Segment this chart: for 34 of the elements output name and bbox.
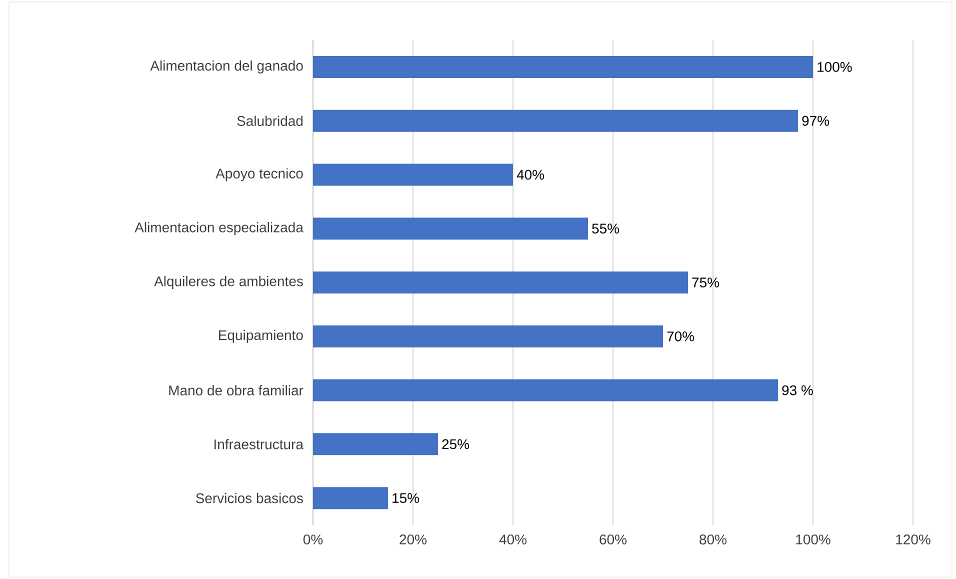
y-tick-label: Infraestructura xyxy=(214,439,304,450)
x-tick-label: 60% xyxy=(600,534,627,544)
bar xyxy=(313,218,588,240)
x-tick-label: 80% xyxy=(700,534,727,544)
y-tick-label: Alquileres de ambientes xyxy=(154,276,303,290)
y-tick-label: Equipamiento xyxy=(219,330,303,343)
y-tick-label: Mano de obra familiar xyxy=(169,385,304,396)
y-tick-label: Alimentacion del ganado xyxy=(150,60,303,74)
data-label: 55% xyxy=(592,224,620,234)
bar xyxy=(313,164,514,186)
y-tick-label: Salubridad xyxy=(237,116,303,126)
bar xyxy=(313,433,438,456)
data-label: 70% xyxy=(667,331,694,342)
bar xyxy=(313,272,688,294)
bar xyxy=(313,379,778,402)
data-label: 15% xyxy=(392,493,420,503)
data-label: 25% xyxy=(442,439,470,450)
data-label: 93 % xyxy=(782,385,813,396)
x-tick-label: 20% xyxy=(400,534,427,544)
x-tick-label: 40% xyxy=(499,534,527,544)
bar xyxy=(313,325,664,348)
bar xyxy=(313,487,388,510)
bar xyxy=(313,110,798,132)
y-tick-label: Alimentacion especializada xyxy=(134,222,304,236)
x-tick-label: 120% xyxy=(896,534,930,544)
y-tick-label: Apoyo tecnico xyxy=(216,168,303,182)
data-label: 40% xyxy=(516,170,544,180)
data-label: 97% xyxy=(802,116,830,126)
bar xyxy=(313,56,814,78)
data-label: 75% xyxy=(692,278,720,288)
y-tick-label: Servicios basicos xyxy=(196,492,303,504)
data-label: 100% xyxy=(818,62,852,72)
x-tick-label: 100% xyxy=(796,534,830,544)
x-tick-label: 0% xyxy=(303,534,323,544)
